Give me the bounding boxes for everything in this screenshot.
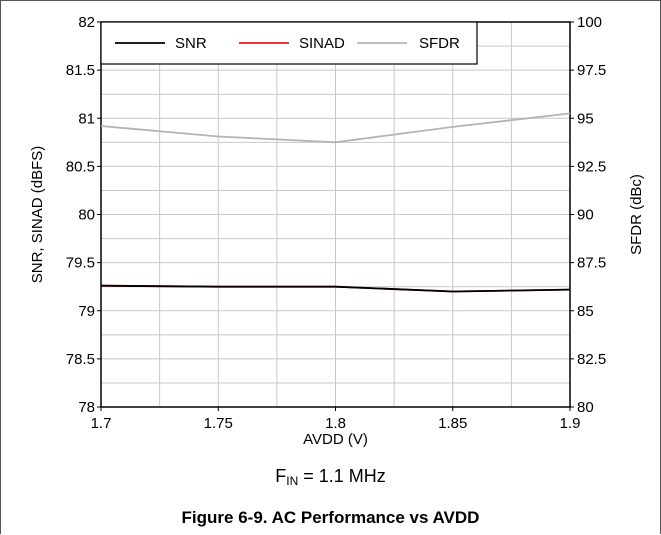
y2-tick-label: 87.5 [577,255,606,272]
series-line-snr [100,284,571,293]
y-tick-label: 78.5 [66,351,95,368]
y-tick-label: 80 [78,207,95,224]
figure-caption: Figure 6-9. AC Performance vs AVDD [181,508,480,527]
y2-tick-label: 92.5 [577,158,606,175]
x-tick-label: 1.9 [560,415,581,432]
y2-tick-label: 85 [577,303,594,320]
y-tick-label: 81.5 [66,62,95,79]
x-tick-label: 1.7 [91,415,112,432]
note-subscript: IN [286,474,299,488]
chart: 1.7 1.75 1.8 1.85 1.9 78 78.5 79 79.5 80 80.5 81 81.… [29,14,645,448]
legend-label-sinad: SINAD [299,35,345,52]
test-condition-note: FIN = 1.1 MHz [0,466,661,488]
y-tick-label: 79 [78,303,95,320]
y2-axis-title: SFDR (dBc) [628,174,645,255]
legend-label-sfdr: SFDR [419,35,460,52]
x-axis-title: AVDD (V) [303,431,368,448]
y-axis-title: SNR, SINAD (dBFS) [29,146,46,284]
x-tick-label: 1.8 [325,415,346,432]
y-tick-label: 80.5 [66,158,95,175]
y2-tick-label: 97.5 [577,62,606,79]
y-tick-label: 79.5 [66,255,95,272]
y2-tick-label: 90 [577,207,594,224]
x-tick-label: 1.75 [204,415,233,432]
note-prefix: F [275,466,287,486]
y2-tick-label: 82.5 [577,351,606,368]
legend-label-snr: SNR [175,35,207,52]
note-suffix: = 1.1 MHz [298,466,386,486]
x-tick-label: 1.85 [438,415,467,432]
series-line-sfdr [100,112,571,144]
y-tick-label: 81 [78,110,95,127]
y2-tick-label: 100 [577,14,602,31]
y2-tick-label: 95 [577,110,594,127]
y-tick-label: 82 [78,14,95,31]
y-tick-label: 78 [78,399,95,416]
y2-tick-label: 80 [577,399,594,416]
